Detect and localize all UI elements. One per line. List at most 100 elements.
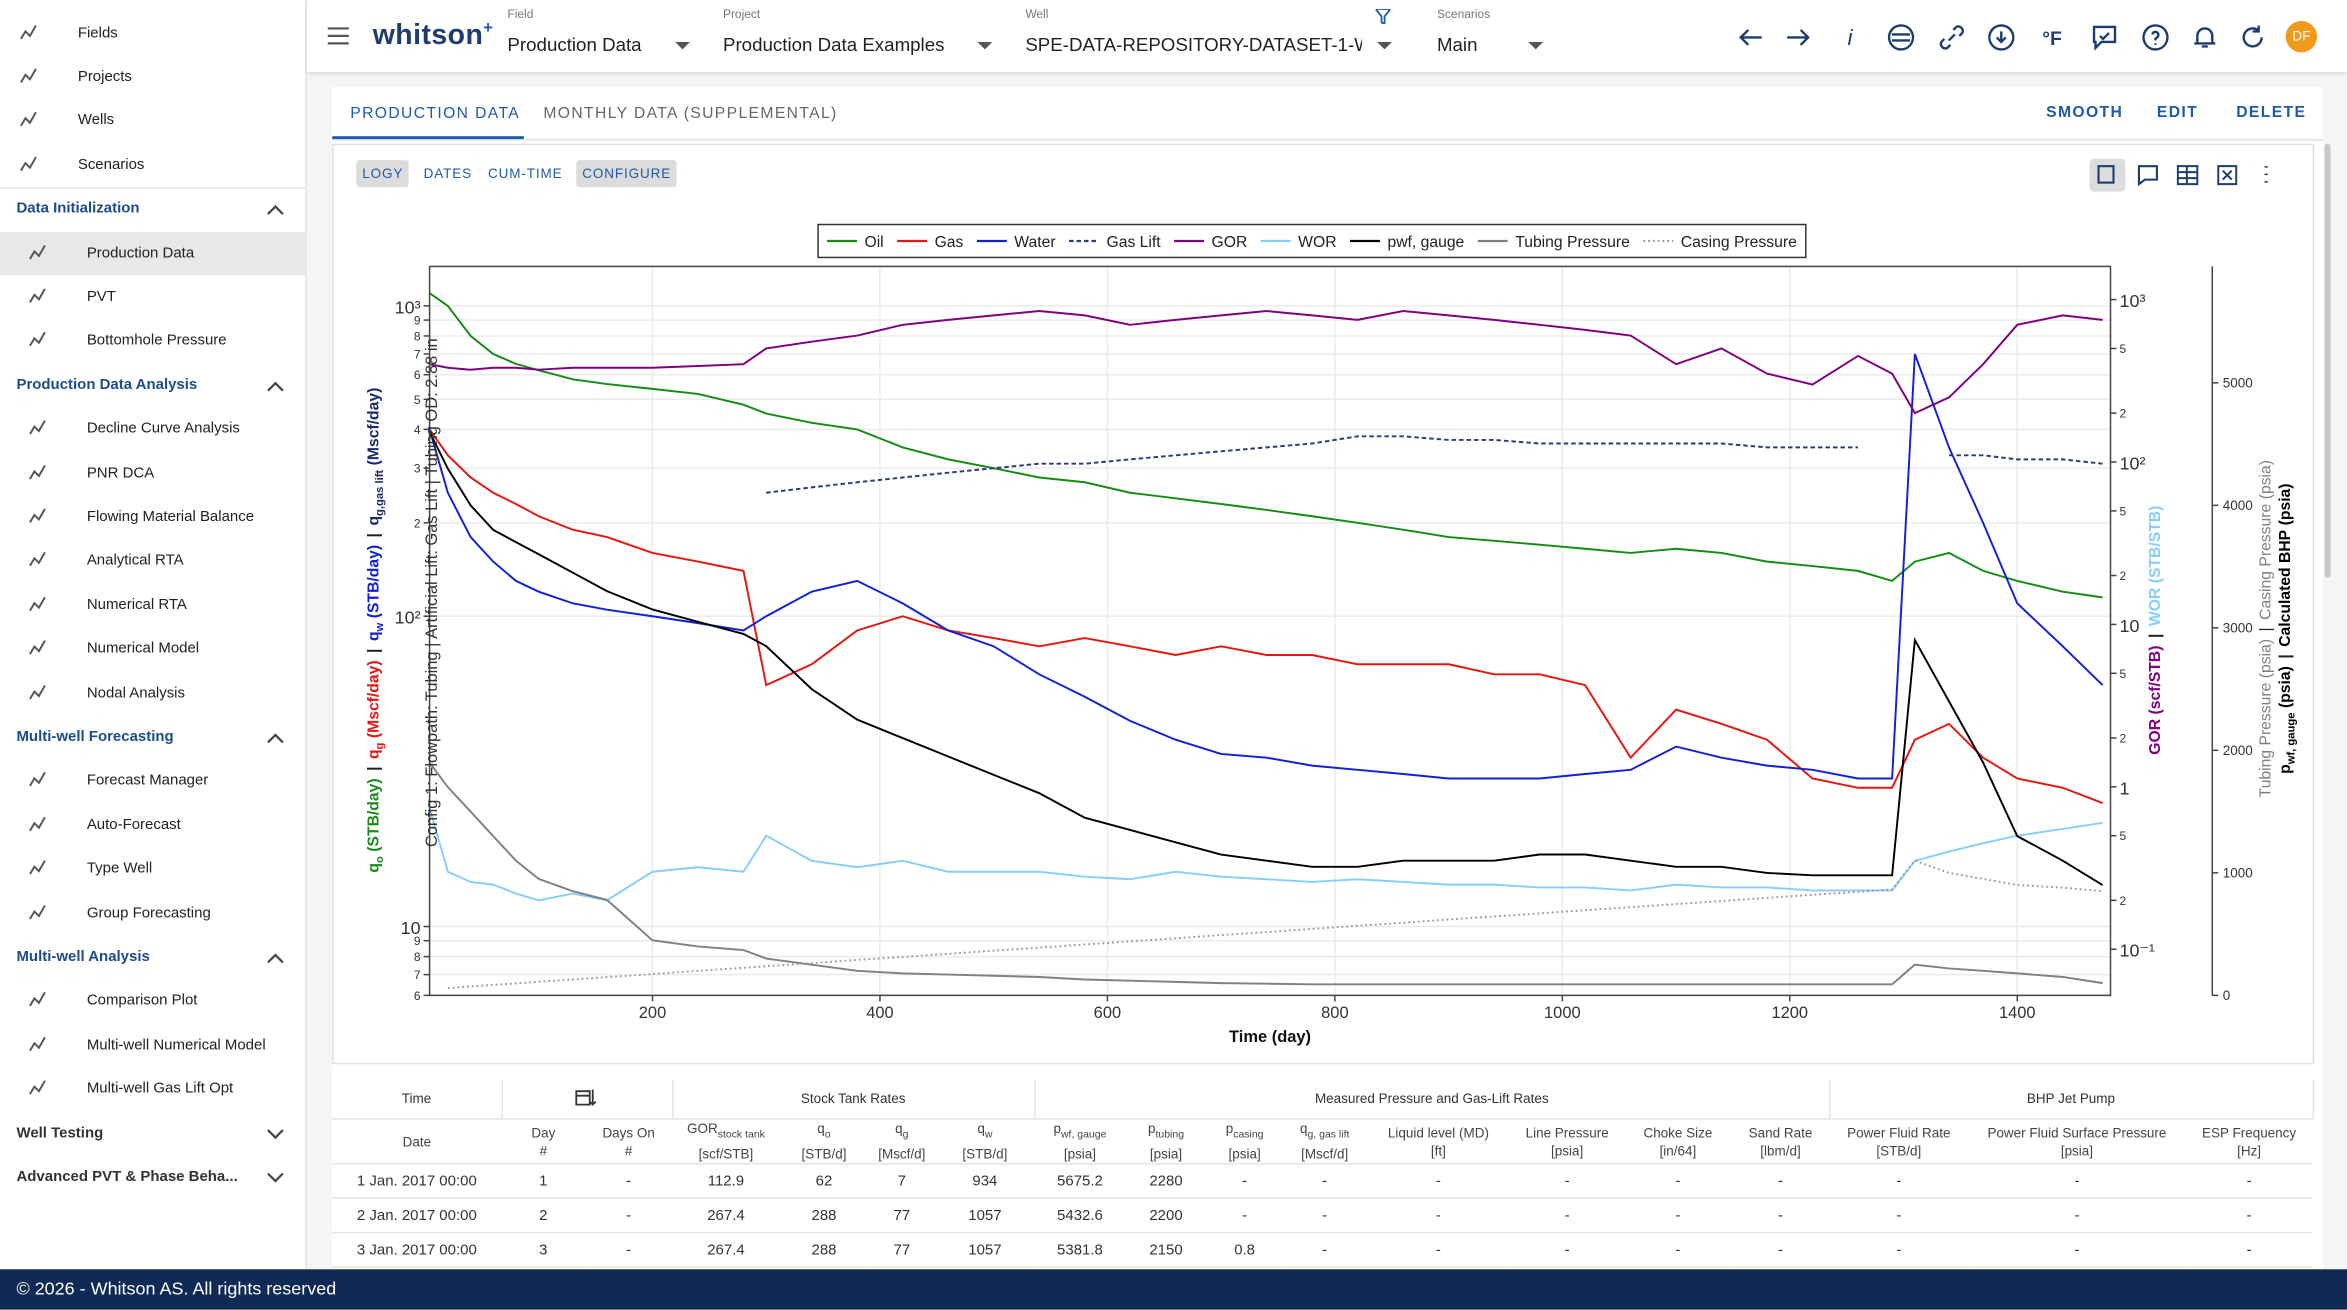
dropdown-arrow[interactable] (977, 41, 993, 51)
table-row[interactable]: 2 Jan. 2017 00:00 2-267.4 288 77 1057 5432.6 2… (332, 1198, 2313, 1234)
header-icon[interactable] (2142, 24, 2169, 51)
separator: | (366, 533, 383, 537)
chart-toggle[interactable]: LOGY (356, 160, 410, 188)
nav-item[interactable]: Projects (0, 55, 305, 98)
comment-icon[interactable] (2137, 165, 2158, 187)
nav-item[interactable]: Analytical RTA (0, 539, 305, 582)
icon-shape (575, 1089, 597, 1106)
top-bar: whitson+ Field Production Data Project Prod… (306, 0, 2347, 72)
nav-item[interactable]: Auto-Forecast (0, 803, 305, 846)
icon-shape (29, 464, 46, 479)
column-header: qg, gas lift [Mscf/d] (1282, 1118, 1367, 1165)
column-name-text: p (1225, 1121, 1234, 1137)
chart-toggle[interactable]: CONFIGURE (576, 160, 678, 188)
dropdown-arrow[interactable] (1377, 41, 1393, 51)
dropdown-arrow[interactable] (1528, 41, 1544, 51)
axis-title: Tubing Pressure (psia) | Casing Pressure (ps… (2258, 460, 2275, 797)
filter-icon[interactable] (1375, 8, 1391, 24)
tab[interactable]: PRODUCTION DATA (350, 104, 521, 123)
column-name: ptubing (1129, 1120, 1204, 1145)
chart-toggle[interactable]: CUM-TIME (487, 166, 563, 182)
info-icon[interactable]: i (1848, 25, 1854, 50)
header-icon[interactable] (2242, 25, 2263, 48)
nav-item[interactable]: Nodal Analysis (0, 671, 305, 714)
calendar-sort-icon[interactable] (575, 1087, 599, 1108)
header-icon[interactable] (1787, 29, 1810, 46)
tab[interactable]: MONTHLY DATA (SUPPLEMENTAL) (543, 104, 838, 123)
table-icon[interactable] (2176, 165, 2199, 186)
table-cell: 1 Jan. 2017 00:00 (332, 1163, 502, 1199)
data-table: Time Stock Tank Rates Measured Pressure an… (332, 1079, 2314, 1268)
axis-title-part: Tubing Pressure (2258, 682, 2275, 797)
header-icon[interactable] (1988, 24, 2015, 51)
nav-item[interactable]: Type Well (0, 847, 305, 890)
icon-shape (29, 904, 46, 919)
axis-title-part: q (366, 749, 383, 759)
header-icon[interactable] (1739, 29, 1762, 46)
header-icon[interactable] (1887, 24, 1915, 51)
dropdown-arrow[interactable] (675, 41, 691, 51)
selector-value[interactable]: Production Data Examples (722, 34, 945, 56)
nav-item[interactable]: Multi-well Numerical Model (0, 1023, 305, 1066)
logo[interactable]: whitson+ (373, 19, 494, 52)
legend-label: Tubing Pressure (1515, 234, 1630, 251)
nav-section[interactable]: Multi-well Analysis (0, 935, 305, 978)
unit-toggle[interactable]: °F (2042, 28, 2062, 50)
table-cell: 77 (868, 1198, 936, 1234)
axis-title-part: q (366, 631, 383, 641)
nav-item[interactable]: Fields (0, 11, 305, 54)
x-tick-label: 200 (639, 1004, 666, 1022)
nav-item[interactable]: PVT (0, 275, 305, 318)
action-button[interactable]: SMOOTH (2046, 103, 2124, 122)
action-button[interactable]: DELETE (2236, 103, 2307, 122)
axis-title-unit: (scf/STB) (2147, 646, 2164, 715)
nav-item[interactable]: Wells (0, 99, 305, 142)
column-name-sub: g (902, 1129, 909, 1141)
nav-item[interactable]: Numerical Model (0, 627, 305, 670)
nav-section[interactable]: Data Initialization (0, 187, 305, 230)
avatar[interactable]: DF (2285, 20, 2318, 53)
nav-item[interactable]: Numerical RTA (0, 583, 305, 626)
nav-section[interactable]: Production Data Analysis (0, 363, 305, 406)
table-cell: 77 (868, 1232, 936, 1268)
nav-item[interactable]: Production Data (0, 231, 306, 275)
nav-section[interactable]: Well Testing (0, 1111, 305, 1154)
group-label: BHP Jet Pump (2026, 1091, 2116, 1107)
table-row[interactable]: 1 Jan. 2017 00:00 1-112.9 62 7 934 5675.2 2280… (332, 1163, 2313, 1199)
calendar-icon[interactable] (2097, 165, 2115, 184)
nav-item[interactable]: Bottomhole Pressure (0, 319, 305, 362)
nav-item[interactable]: Decline Curve Analysis (0, 407, 305, 450)
selector-value[interactable]: SPE-DATA-REPOSITORY-DATASET-1-WELL-1 (1025, 34, 1362, 56)
column-unit: [STB/d] (1876, 1142, 1922, 1158)
y3-tick-label: 5000 (2223, 375, 2253, 390)
header-icon[interactable] (1939, 25, 1964, 50)
selector-value[interactable]: Main (1436, 34, 1478, 56)
nav-item[interactable]: Comparison Plot (0, 979, 305, 1022)
fit-icon[interactable] (2217, 165, 2238, 186)
nav-section[interactable]: Advanced PVT & Phase Beha... (0, 1155, 305, 1198)
menu-icon[interactable] (326, 27, 350, 45)
nav-item[interactable]: PNR DCA (0, 451, 305, 494)
nav-item[interactable]: Multi-well Gas Lift Opt (0, 1067, 305, 1110)
legend-label: Gas (935, 234, 964, 251)
nav-item[interactable]: Scenarios (0, 143, 305, 186)
y2-tick-label: 2 (2119, 894, 2126, 908)
header-icon[interactable] (2092, 25, 2117, 51)
nav-item[interactable]: Flowing Material Balance (0, 495, 305, 538)
nav-section[interactable]: Multi-well Forecasting (0, 715, 305, 758)
chart-toggle[interactable]: DATES (423, 166, 473, 182)
axis-title-sub: w (374, 622, 386, 632)
selector-value[interactable]: Production Data (507, 34, 642, 56)
chevron (267, 733, 284, 744)
chevron-shape (267, 381, 284, 391)
chart: 200 400 600 800 1000 1200 140067891010²2345678… (366, 223, 2298, 1046)
table-cell: - (1282, 1198, 1367, 1234)
legend-label: WOR (1298, 234, 1336, 251)
table-row[interactable]: 3 Jan. 2017 00:00 3-267.4 288 77 1057 5381.8 2… (332, 1232, 2313, 1268)
nav-icon (29, 1080, 46, 1095)
nav-item[interactable]: Group Forecasting (0, 891, 305, 934)
nav-icon (29, 1036, 46, 1051)
action-button[interactable]: EDIT (2156, 103, 2199, 122)
header-icon[interactable] (2194, 27, 2216, 48)
nav-item[interactable]: Forecast Manager (0, 759, 305, 802)
